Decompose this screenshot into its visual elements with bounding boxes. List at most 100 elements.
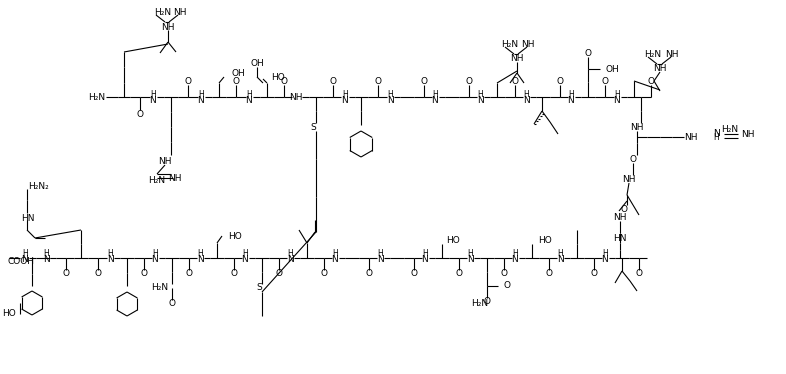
Text: O: O [601, 77, 608, 86]
Text: HO: HO [228, 232, 242, 240]
Text: HN: HN [21, 214, 35, 223]
Text: O: O [410, 270, 417, 279]
Text: H₂N: H₂N [154, 7, 171, 16]
Text: O: O [648, 77, 655, 86]
Text: H: H [512, 249, 518, 258]
Text: N: N [523, 95, 530, 104]
Text: HN: HN [613, 233, 626, 242]
Text: O: O [421, 77, 428, 86]
Text: N: N [556, 255, 564, 264]
Text: O: O [321, 270, 328, 279]
Text: N: N [241, 255, 248, 264]
Text: H: H [152, 249, 158, 258]
Text: H: H [377, 249, 383, 258]
Text: N: N [467, 255, 473, 264]
Text: N: N [476, 95, 483, 104]
Text: O: O [185, 77, 192, 86]
Text: O: O [281, 77, 288, 86]
Text: O: O [374, 77, 381, 86]
Text: H₂N₂: H₂N₂ [28, 181, 49, 190]
Text: O: O [512, 77, 519, 86]
Text: N: N [713, 129, 719, 138]
Text: O: O [585, 49, 592, 58]
Text: H₂N: H₂N [722, 125, 739, 134]
Text: N: N [152, 255, 158, 264]
Text: O: O [230, 270, 237, 279]
Text: OH: OH [606, 64, 619, 74]
Text: NH: NH [685, 132, 698, 141]
Text: NH: NH [521, 40, 534, 49]
Text: O: O [503, 282, 510, 291]
Text: N: N [421, 255, 428, 264]
Text: N: N [567, 95, 575, 104]
Text: N: N [245, 95, 252, 104]
Text: H: H [713, 132, 719, 141]
Text: N: N [42, 255, 50, 264]
Text: H: H [614, 89, 620, 98]
Text: O: O [483, 297, 490, 307]
Text: H: H [557, 249, 563, 258]
Text: H: H [467, 249, 473, 258]
Text: H₂N: H₂N [149, 175, 166, 184]
Text: NH: NH [289, 92, 303, 101]
Text: N: N [196, 255, 204, 264]
Text: O: O [636, 270, 642, 279]
Text: N: N [512, 255, 519, 264]
Text: H: H [287, 249, 293, 258]
Text: O: O [63, 270, 69, 279]
Text: O: O [620, 205, 627, 214]
Text: H: H [432, 89, 438, 98]
Text: H₂N: H₂N [501, 40, 519, 49]
Text: O: O [233, 77, 240, 86]
Text: N: N [601, 255, 608, 264]
Text: O: O [94, 270, 101, 279]
Text: H₂N: H₂N [88, 92, 105, 101]
Text: HO: HO [2, 310, 16, 319]
Text: NH: NH [158, 156, 172, 166]
Text: NH: NH [653, 64, 667, 73]
Text: N: N [432, 95, 439, 104]
Text: O: O [185, 270, 193, 279]
Text: O: O [556, 77, 564, 86]
Text: NH: NH [168, 174, 182, 183]
Text: H: H [387, 89, 393, 98]
Text: O: O [456, 270, 462, 279]
Text: N: N [332, 255, 339, 264]
Text: NH: NH [741, 129, 755, 138]
Text: O: O [141, 270, 148, 279]
Text: H: H [342, 89, 348, 98]
Text: O: O [465, 77, 472, 86]
Text: O: O [590, 270, 597, 279]
Text: NH: NH [623, 175, 636, 184]
Text: S: S [310, 123, 316, 132]
Text: H: H [22, 249, 28, 258]
Text: H: H [246, 89, 252, 98]
Text: H: H [477, 89, 483, 98]
Text: H₂N: H₂N [472, 300, 489, 309]
Text: O: O [501, 270, 508, 279]
Text: HO: HO [446, 236, 460, 245]
Text: N: N [107, 255, 113, 264]
Text: NH: NH [613, 212, 626, 221]
Text: O: O [329, 77, 336, 86]
Text: N: N [287, 255, 293, 264]
Text: S: S [256, 283, 262, 292]
Text: O: O [168, 300, 175, 309]
Text: H: H [150, 89, 156, 98]
Text: N: N [197, 95, 204, 104]
Text: N: N [22, 255, 28, 264]
Text: HO: HO [538, 236, 552, 245]
Text: COOH: COOH [8, 258, 35, 267]
Text: H: H [107, 249, 113, 258]
Text: N: N [149, 95, 156, 104]
Text: N: N [387, 95, 393, 104]
Text: NH: NH [510, 53, 523, 62]
Text: H: H [568, 89, 574, 98]
Text: NH: NH [161, 22, 174, 31]
Text: H: H [602, 249, 608, 258]
Text: NH: NH [630, 123, 644, 132]
Text: N: N [342, 95, 348, 104]
Text: NH: NH [173, 7, 187, 16]
Text: OH: OH [232, 68, 246, 77]
Text: O: O [365, 270, 373, 279]
